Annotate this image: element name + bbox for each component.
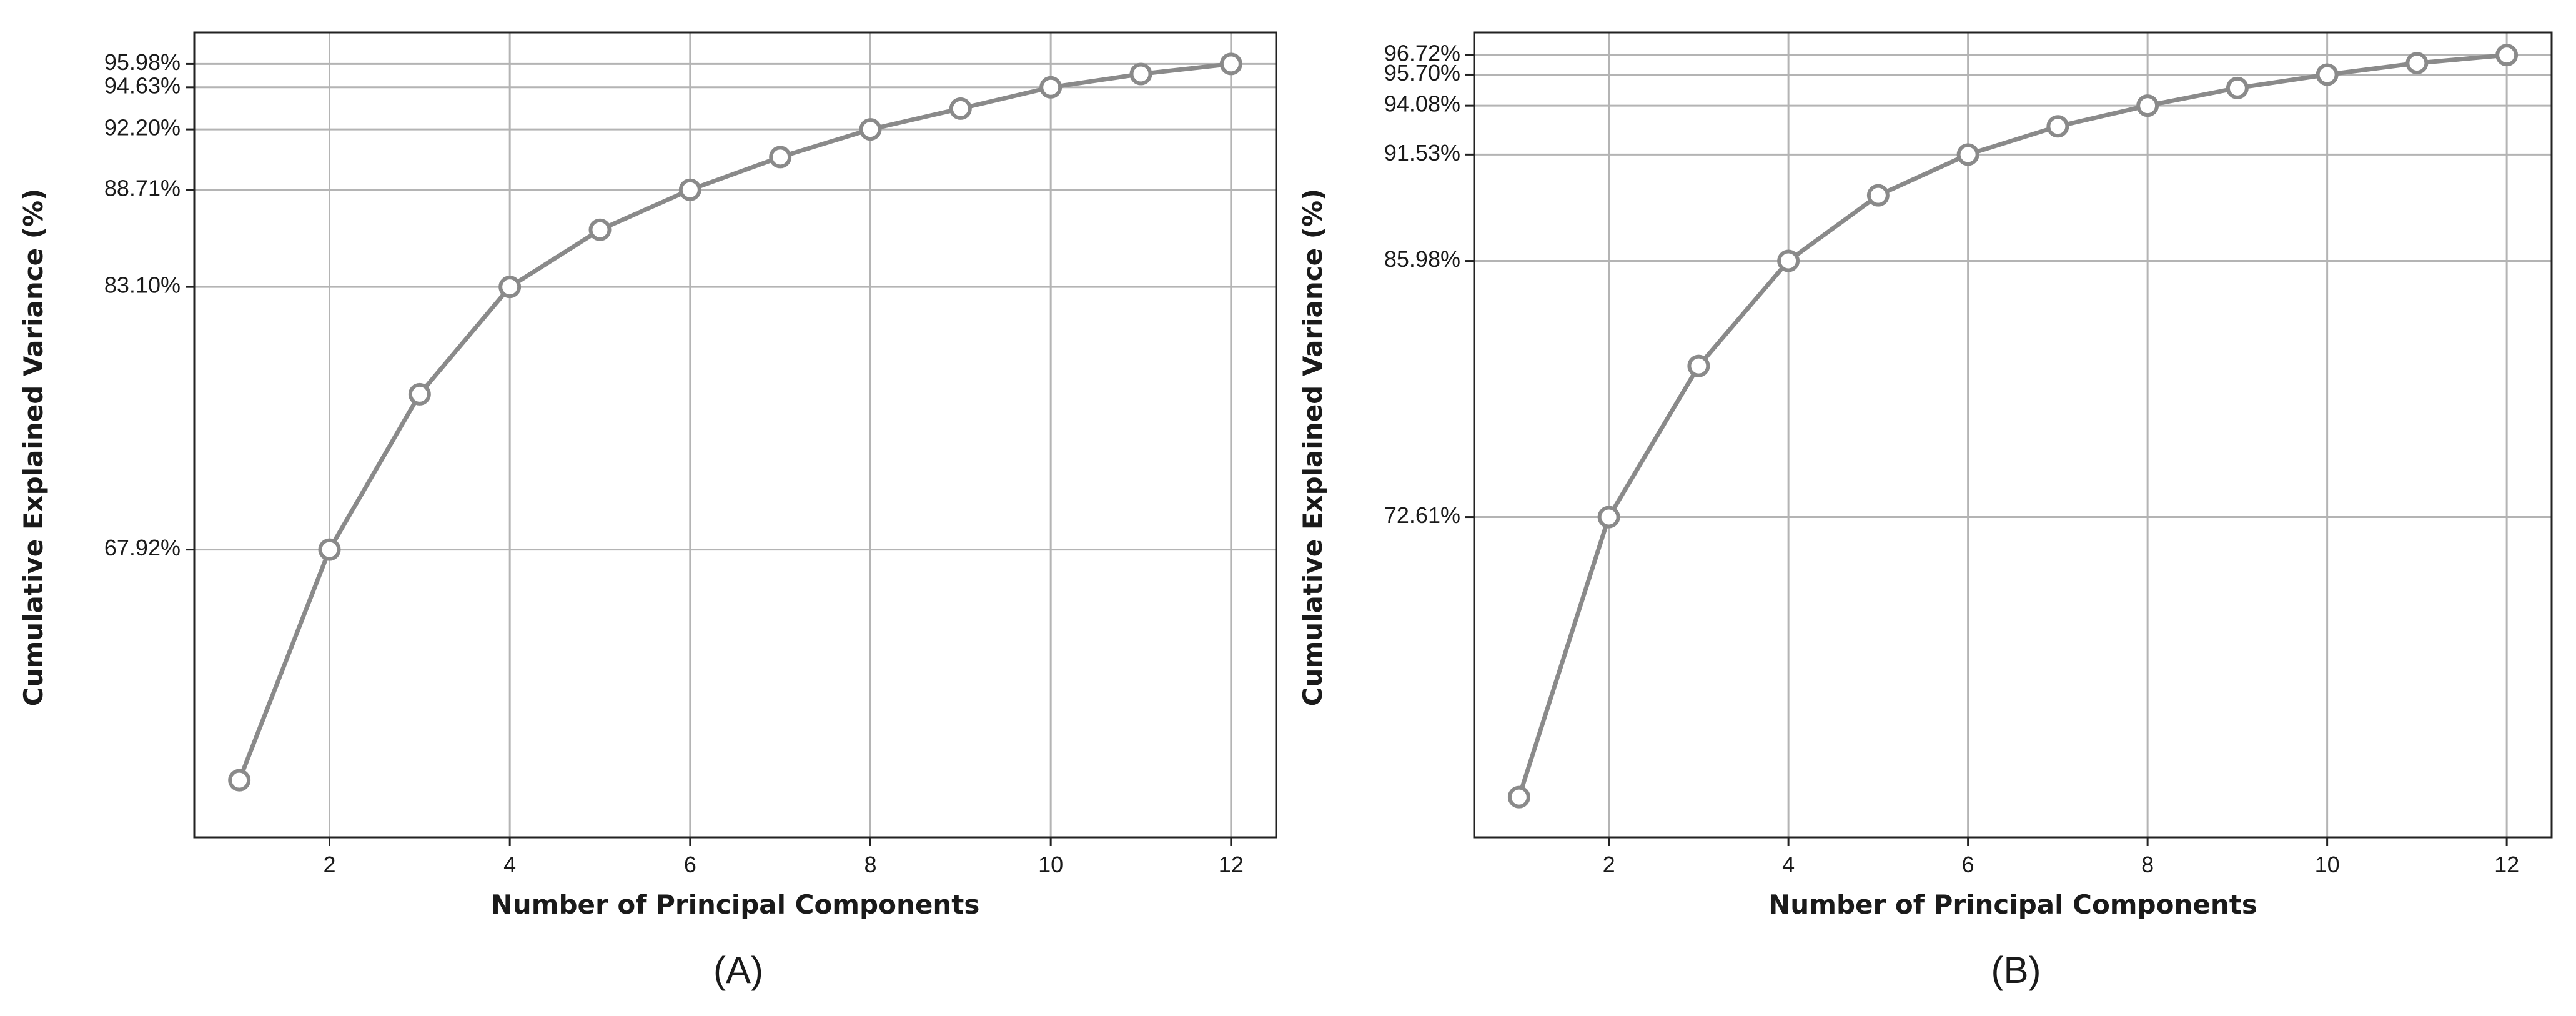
chart-b-x-tick-label: 4 [1782,852,1795,877]
chart-a-data-point [1129,62,1152,86]
chart-a-x-tick-label: 8 [864,852,876,877]
chart-a-y-tick-label: 95.98% [104,49,181,75]
chart-b-data-point [1597,506,1620,529]
chart-b-y-tick-label: 85.98% [1384,246,1460,272]
chart-b-x-tick-label: 12 [2494,852,2519,877]
chart-a-plot-frame [193,31,1277,839]
chart-b-y-tick-label: 94.08% [1384,91,1460,117]
chart-a-data-point [318,538,341,561]
chart-panel-b: 2 4 6 8 10 12 72.61% 85.98% 91.53% 94.08% 95.70%96… [1297,31,2553,991]
chart-panel-a: 2 4 6 8 10 12 67.92% 83.10% 88.71% 92.20% 94.63%95… [18,31,1277,991]
chart-b-y-axis-label: Cumulative Explained Variance (%) [1297,189,1328,707]
chart-a-x-tick-label: 2 [323,852,335,877]
chart-a-x-tick-label: 10 [1038,852,1063,877]
chart-b-data-point [2316,63,2339,86]
chart-a-y-tick-label: 92.20% [104,115,181,141]
chart-b-data-point [2405,52,2429,75]
chart-a-data-point [949,97,972,120]
chart-a-data-point [1219,52,1242,76]
chart-b-y-tick-label: 95.70% [1384,60,1460,86]
chart-b-data-point [2136,94,2159,117]
chart-a-data-point [408,382,431,406]
chart-b-x-tick-label: 6 [1962,852,1974,877]
chart-b-x-tick-label: 10 [2315,852,2340,877]
chart-a-data-point [769,146,792,169]
chart-b-y-tick-label: 91.53% [1384,140,1460,166]
chart-b-data-point [1507,785,1530,809]
chart-b-x-tick-label: 8 [2141,852,2154,877]
chart-a-data-point [498,276,522,299]
chart-a-y-axis-label: Cumulative Explained Variance (%) [18,189,49,707]
chart-b-plot-frame [1473,31,2553,839]
chart-b-panel-label: (B) [1991,949,2041,991]
chart-a-x-tick-label: 12 [1219,852,1244,877]
chart-a-data-point [678,178,701,201]
chart-a-x-tick-label: 4 [503,852,516,877]
chart-a-data-point [228,769,251,792]
chart-b-data-point [2495,44,2519,67]
chart-a-x-axis-label: Number of Principal Components [491,889,980,920]
chart-b-x-tick-label: 2 [1603,852,1615,877]
chart-a-y-tick-label: 67.92% [104,535,181,560]
chart-b-y-tick-label: 96.72% [1384,41,1460,66]
chart-b-data-point [1866,184,1890,207]
chart-a-data-point [859,118,882,141]
chart-b-x-axis-label: Number of Principal Components [1768,889,2257,920]
chart-b-series-line [1517,52,2507,798]
chart-b-data-point [1777,249,1800,272]
chart-b-data-point [1956,143,1979,166]
chart-a-x-tick-label: 6 [684,852,696,877]
chart-b-y-tick-label: 72.61% [1384,502,1460,528]
chart-a-y-tick-label: 88.71% [104,175,181,201]
chart-a-y-tick-label: 83.10% [104,272,181,298]
chart-b-data-point [2046,115,2069,138]
chart-b-data-point [1687,354,1710,377]
chart-a-data-point [588,218,612,241]
chart-a-series-line [237,61,1232,781]
chart-b-data-point [2226,76,2249,99]
chart-a-panel-label: (A) [713,949,763,991]
chart-a-data-point [1039,76,1063,99]
chart-a-y-tick-label: 94.63% [104,72,181,98]
